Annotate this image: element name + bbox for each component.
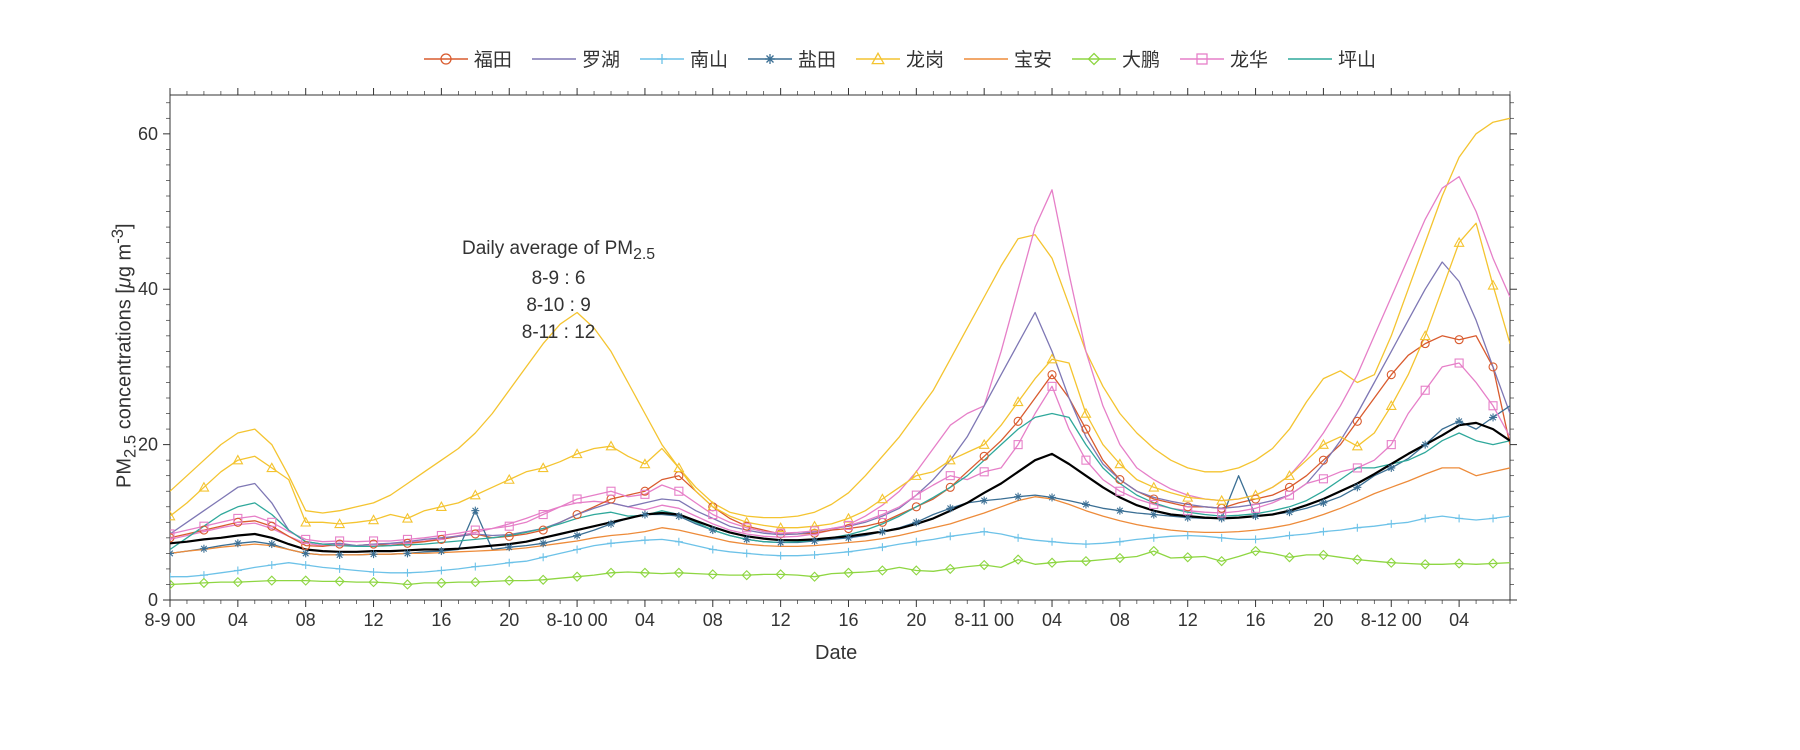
svg-text:8-12 00: 8-12 00 <box>1361 610 1422 630</box>
legend-swatch <box>1180 49 1224 69</box>
svg-text:12: 12 <box>771 610 791 630</box>
legend-label: 宝安 <box>1014 45 1052 72</box>
legend-swatch <box>424 49 468 69</box>
legend-item: 宝安 <box>964 45 1052 72</box>
svg-text:08: 08 <box>703 610 723 630</box>
legend-item: 福田 <box>424 45 512 72</box>
chart-svg: 0 20 40 60 8-9 00 04 08 12 16 20 8-10 00 04 08 12 16 20… <box>0 0 1800 750</box>
legend-swatch <box>532 49 576 69</box>
legend-label: 南山 <box>690 45 728 72</box>
svg-text:8-10 00: 8-10 00 <box>547 610 608 630</box>
svg-text:08: 08 <box>296 610 316 630</box>
legend-item: 龙岗 <box>856 45 944 72</box>
annotation-text: Daily average of PM2.58-9 : 68-10 : 98-1… <box>462 236 655 346</box>
legend-label: 盐田 <box>798 45 836 72</box>
legend-item: 大鹏 <box>1072 45 1160 72</box>
legend-label: 福田 <box>474 45 512 72</box>
legend-swatch <box>640 49 684 69</box>
annotation-line: 8-9 : 6 <box>462 266 655 293</box>
svg-text:16: 16 <box>431 610 451 630</box>
legend-label: 坪山 <box>1338 45 1376 72</box>
svg-text:8-11 00: 8-11 00 <box>954 610 1014 630</box>
annotation-title: Daily average of PM2.5 <box>462 236 655 266</box>
legend: 福田 罗湖 南山 盐田 龙岗 宝安 大鹏 龙华 坪山 <box>0 45 1800 72</box>
legend-label: 罗湖 <box>582 45 620 72</box>
svg-text:8-9 00: 8-9 00 <box>144 610 195 630</box>
svg-text:20: 20 <box>499 610 519 630</box>
annotation-line: 8-11 : 12 <box>462 320 655 347</box>
svg-text:04: 04 <box>635 610 655 630</box>
svg-text:20: 20 <box>906 610 926 630</box>
svg-text:20: 20 <box>138 435 158 455</box>
svg-text:04: 04 <box>228 610 248 630</box>
legend-item: 龙华 <box>1180 45 1268 72</box>
legend-swatch <box>748 49 792 69</box>
legend-item: 坪山 <box>1288 45 1376 72</box>
legend-label: 大鹏 <box>1122 45 1160 72</box>
legend-swatch <box>964 49 1008 69</box>
legend-swatch <box>856 49 900 69</box>
x-axis-label: Date <box>815 642 857 665</box>
svg-text:0: 0 <box>148 590 158 610</box>
legend-label: 龙华 <box>1230 45 1268 72</box>
svg-text:16: 16 <box>838 610 858 630</box>
svg-text:20: 20 <box>1313 610 1333 630</box>
svg-text:16: 16 <box>1246 610 1266 630</box>
legend-label: 龙岗 <box>906 45 944 72</box>
legend-item: 南山 <box>640 45 728 72</box>
pm25-chart: 0 20 40 60 8-9 00 04 08 12 16 20 8-10 00 04 08 12 16 20… <box>0 0 1800 750</box>
annotation-line: 8-10 : 9 <box>462 293 655 320</box>
svg-text:08: 08 <box>1110 610 1130 630</box>
svg-text:12: 12 <box>1178 610 1198 630</box>
y-axis-label: PM2.5 concentrations [μg m-3] <box>108 223 141 488</box>
legend-item: 盐田 <box>748 45 836 72</box>
legend-swatch <box>1072 49 1116 69</box>
legend-item: 罗湖 <box>532 45 620 72</box>
svg-text:60: 60 <box>138 124 158 144</box>
legend-swatch <box>1288 49 1332 69</box>
svg-text:40: 40 <box>138 279 158 299</box>
svg-text:04: 04 <box>1042 610 1062 630</box>
svg-text:04: 04 <box>1449 610 1469 630</box>
svg-text:12: 12 <box>364 610 384 630</box>
